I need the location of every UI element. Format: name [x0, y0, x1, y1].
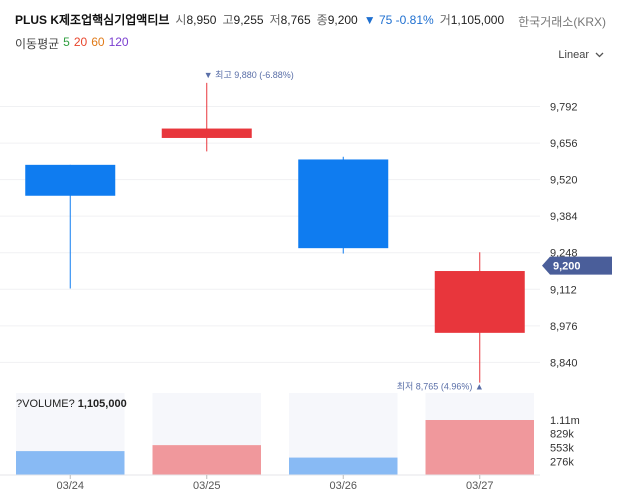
- y-tick-label: 9,112: [550, 284, 577, 296]
- volume-bar: [152, 445, 261, 475]
- y-tick-label: 8,840: [550, 357, 578, 369]
- volume-title-value: 1,105,000: [77, 398, 127, 410]
- volume-bar: [289, 457, 398, 475]
- high-annotation: ▼ 최고 9,880 (-6.88%): [204, 70, 294, 80]
- last-price-tag: 9,200: [542, 256, 612, 275]
- ma-120[interactable]: 120: [108, 35, 129, 49]
- ma-20[interactable]: 20: [73, 35, 88, 49]
- moving-average-legend[interactable]: 이동평균 5 20 60 120: [15, 35, 129, 52]
- last-price-label: 9,200: [553, 261, 581, 273]
- low-label: 저: [269, 13, 281, 27]
- volume-tick-label: 276k: [550, 456, 574, 468]
- candle-body: [298, 159, 389, 249]
- down-arrow-icon: ▼: [363, 12, 376, 27]
- candle-body: [161, 128, 252, 138]
- candle-body: [25, 164, 116, 196]
- scale-selector-label: Linear: [558, 49, 589, 61]
- last-price-tag-shape: [542, 256, 612, 275]
- low-value: 8,765: [280, 13, 311, 27]
- ma-5[interactable]: 5: [63, 35, 70, 49]
- y-tick-label: 9,792: [550, 102, 578, 114]
- low-annotation: 최저 8,765 (4.96%) ▲: [397, 382, 484, 392]
- volume-value: 1,105,000: [450, 13, 505, 27]
- ma-60[interactable]: 60: [91, 35, 105, 49]
- volume-tick-label: 1.11m: [550, 415, 580, 427]
- scale-selector[interactable]: Linear: [558, 49, 604, 61]
- exchange-name: 한국거래소(KRX): [518, 15, 606, 29]
- close-value: 9,200: [327, 13, 358, 27]
- x-tick-label: 03/26: [329, 480, 357, 492]
- open-label: 시: [175, 13, 187, 27]
- y-tick-label: 9,520: [550, 175, 578, 187]
- change-value: 75: [378, 12, 393, 27]
- volume-tick-label: 829k: [550, 429, 574, 441]
- x-tick-label: 03/25: [193, 480, 221, 492]
- volume-panel-title: ?VOLUME? 1,105,000: [16, 398, 127, 410]
- change-percent: -0.81%: [395, 12, 434, 27]
- y-tick-label: 9,656: [550, 138, 578, 150]
- volume-label: 거: [439, 13, 451, 27]
- x-tick-label: 03/27: [466, 480, 494, 492]
- y-tick-label: 8,976: [550, 321, 578, 333]
- candle-body: [434, 271, 525, 333]
- volume-bar: [425, 420, 534, 475]
- moving-average-label: 이동평균: [15, 37, 60, 51]
- volume-bar: [16, 451, 125, 475]
- price-summary: PLUS K제조업핵심기업액티브 시8,950 고9,255 저8,765 종9…: [15, 11, 504, 28]
- volume-title-prefix: ?VOLUME?: [16, 398, 75, 410]
- high-value: 9,255: [233, 13, 264, 27]
- close-label: 종: [316, 13, 328, 27]
- ticker-name: PLUS K제조업핵심기업액티브: [15, 13, 170, 27]
- open-value: 8,950: [186, 13, 217, 27]
- chevron-down-icon: [595, 52, 604, 58]
- high-label: 고: [222, 13, 234, 27]
- x-tick-label: 03/24: [56, 480, 84, 492]
- volume-tick-label: 553k: [550, 442, 574, 454]
- y-tick-label: 9,384: [550, 211, 578, 223]
